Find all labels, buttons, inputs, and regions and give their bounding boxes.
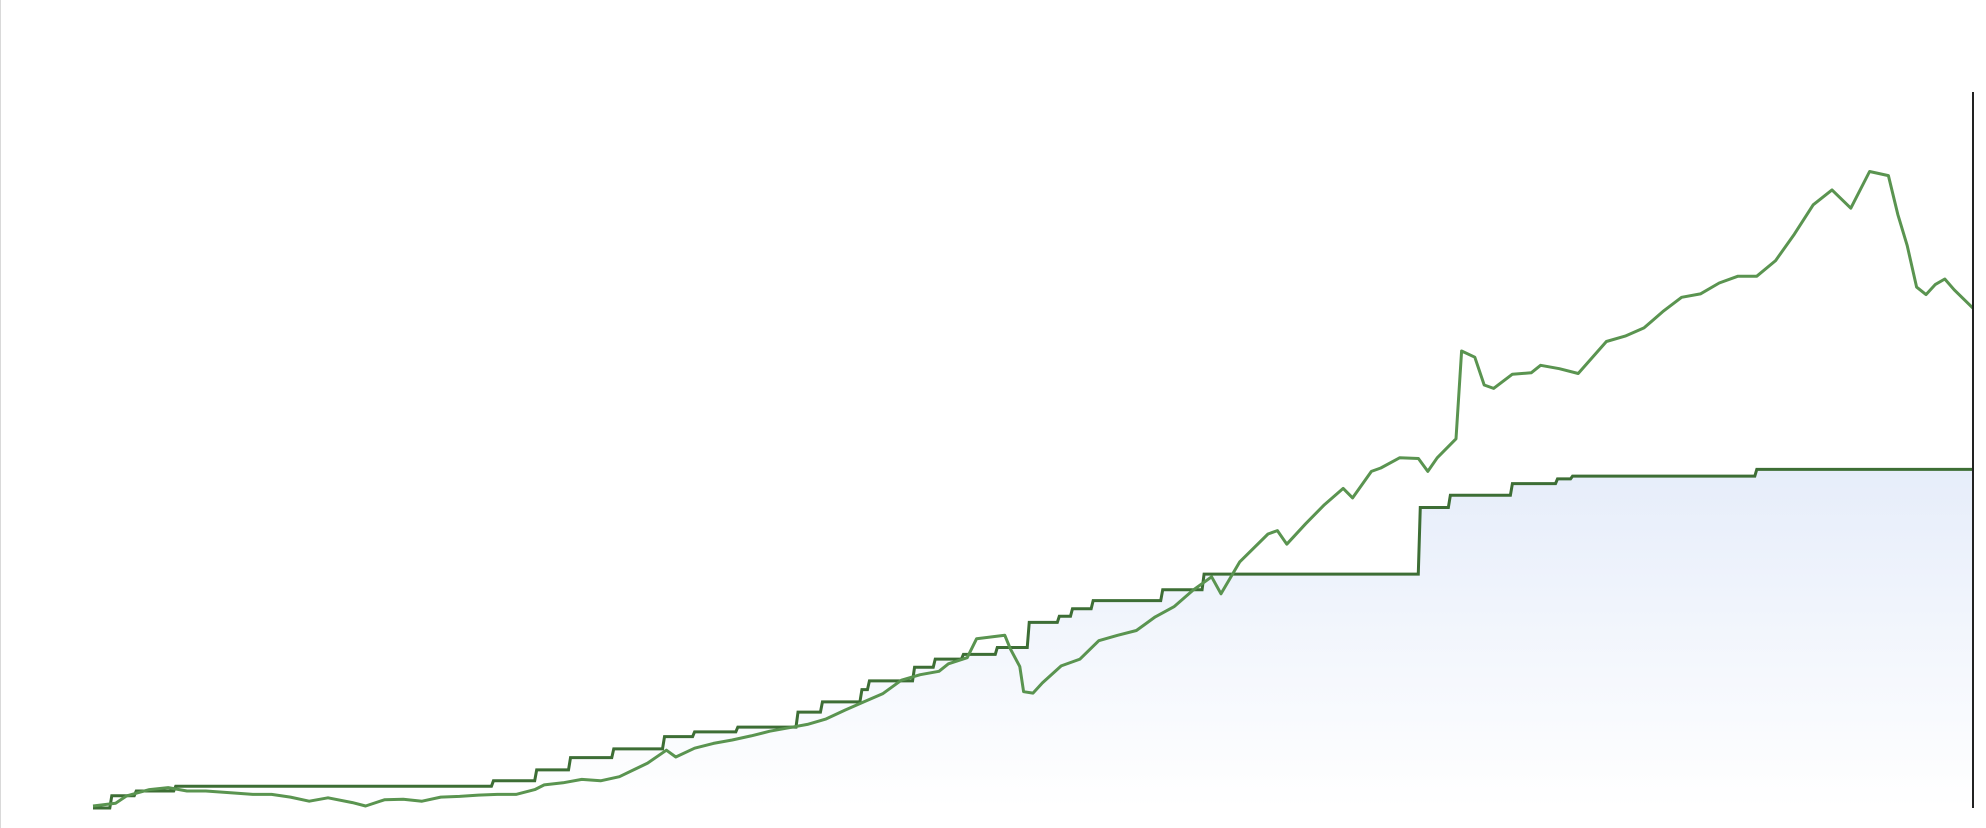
step-area-layer (93, 469, 1973, 808)
market-series-line (92, 170, 1975, 808)
series-lines-layer (92, 170, 1975, 810)
step-series-area (93, 469, 1973, 808)
step-series-line (93, 467, 1973, 810)
